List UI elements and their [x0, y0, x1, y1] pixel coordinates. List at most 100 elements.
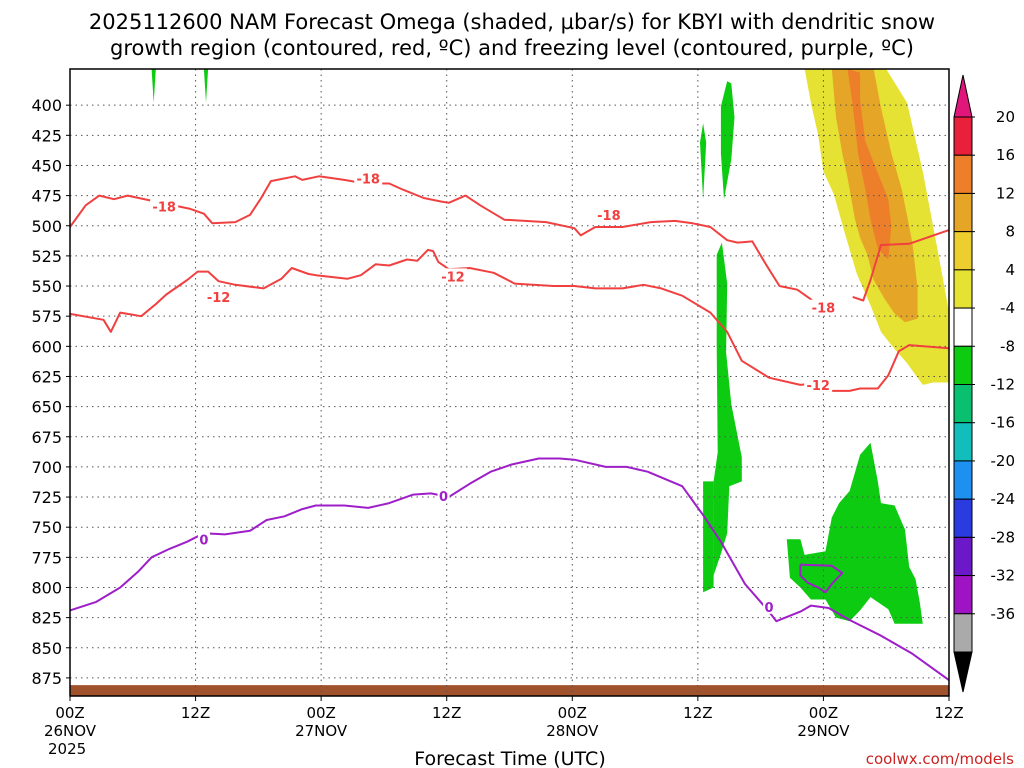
colorbar-bin-6	[953, 345, 973, 385]
colorbar-label: -12	[991, 376, 1016, 394]
grid-layer	[70, 69, 949, 696]
colorbar-label: -20	[991, 452, 1016, 470]
colorbar: 20 16 12 8 4 -4 -8 -12 -16 -20 -24 -28 -32 -36	[953, 74, 1016, 693]
colorbar-bin-1	[953, 154, 973, 194]
chart-title-line-1: 2025112600 NAM Forecast Omega (shaded, µ…	[89, 10, 935, 34]
y-tick-label: 875	[31, 669, 62, 688]
contour-label-bg	[204, 288, 233, 304]
y-tick-label: 500	[31, 217, 62, 236]
x-tick-label: 00Z	[55, 704, 84, 722]
omega-region-5	[703, 481, 714, 593]
omega-region-9	[847, 69, 892, 260]
contour-label-bg	[437, 487, 450, 503]
y-tick-label: 575	[31, 307, 62, 326]
colorbar-bin-0	[953, 116, 973, 156]
colorbar-label: 12	[996, 184, 1015, 202]
contour-label-bg	[197, 531, 210, 547]
colorbar-bin-13	[953, 613, 973, 653]
credit-link[interactable]: coolwx.com/models	[866, 750, 1014, 768]
colorbar-bin-5	[953, 307, 973, 347]
colorbar-label: 8	[1005, 223, 1015, 241]
x-tick-label: 28NOV	[546, 722, 599, 740]
y-tick-label: 775	[31, 548, 62, 567]
contour-label: -18	[812, 302, 836, 317]
contour-label: -12	[207, 291, 231, 306]
omega-region-0	[151, 69, 156, 103]
colorbar-bin-11	[953, 536, 973, 577]
x-tick-label: 12Z	[432, 704, 461, 722]
colorbar-bin-8	[953, 422, 973, 462]
colorbar-label: 20	[996, 108, 1015, 126]
y-tick-label: 675	[31, 428, 62, 447]
contour-line-0	[70, 175, 819, 308]
x-tick-label: 00Z	[809, 704, 838, 722]
colorbar-label: -36	[991, 605, 1016, 623]
colorbar-bin-2	[953, 192, 973, 233]
y-tick-label: 425	[31, 126, 62, 145]
colorbar-bin-3	[953, 231, 973, 271]
contour-line-1	[852, 229, 949, 302]
omega-region-3	[720, 81, 735, 200]
y-tick-label: 650	[31, 398, 62, 417]
colorbar-label: -8	[1000, 337, 1015, 355]
omega-region-6	[786, 442, 923, 624]
contour-label-bg	[804, 376, 833, 392]
y-tick-label: 600	[31, 337, 62, 356]
omega-region-1	[203, 69, 209, 103]
contour-label-bg	[438, 268, 467, 284]
contour-label: -12	[441, 270, 465, 285]
colorbar-label: -28	[991, 528, 1016, 546]
y-tick-label: 725	[31, 488, 62, 507]
y-tick-label: 700	[31, 458, 62, 477]
y-axis-ticks: 400 425 450 475 500 525 550 575 600 625 650 675 700 7…	[31, 96, 70, 688]
colorbar-bin-10	[953, 498, 973, 538]
x-tick-label: 29NOV	[797, 722, 850, 740]
contour-label-layer: -18 -18 -18 -18 -12 -12 -12 0 0 0	[150, 170, 838, 616]
contour-label: 0	[764, 601, 773, 616]
omega-region-2	[700, 123, 707, 200]
plot-frame	[69, 68, 950, 697]
y-tick-label: 850	[31, 639, 62, 658]
x-tick-label: 12Z	[181, 704, 210, 722]
contour-line-4	[799, 563, 844, 594]
colorbar-bin-4	[953, 269, 973, 309]
contour-label: -12	[806, 379, 830, 394]
x-tick-label: 27NOV	[295, 722, 348, 740]
y-tick-label: 525	[31, 247, 62, 266]
colorbar-bin-12	[953, 575, 973, 615]
x-tick-label: 12Z	[934, 704, 963, 722]
contour-label: -18	[356, 173, 380, 188]
contour-label: -18	[152, 200, 176, 215]
y-tick-label: 475	[31, 187, 62, 206]
x-tick-label: 00Z	[306, 704, 335, 722]
colorbar-label: 4	[1005, 261, 1015, 279]
contour-label: -18	[597, 209, 621, 224]
contour-label: 0	[439, 490, 448, 505]
contour-label: 0	[199, 533, 208, 548]
y-tick-label: 825	[31, 609, 62, 628]
y-tick-label: 400	[31, 96, 62, 115]
chart-title-line-2: growth region (contoured, red, ºC) and f…	[110, 36, 914, 60]
contour-label-bg	[763, 598, 776, 614]
y-tick-label: 750	[31, 518, 62, 537]
colorbar-label: -16	[991, 414, 1016, 432]
colorbar-bin-9	[953, 460, 973, 500]
colorbar-top-arrow	[953, 74, 973, 118]
contour-label-bg	[809, 299, 838, 315]
y-tick-label: 550	[31, 277, 62, 296]
terrain-band	[70, 685, 949, 696]
plot-area	[70, 69, 949, 696]
colorbar-label: 16	[996, 146, 1015, 164]
x-tick-label: 00Z	[558, 704, 587, 722]
colorbar-bottom-arrow	[953, 651, 973, 693]
colorbar-label: -32	[991, 567, 1016, 585]
colorbar-label: -24	[991, 490, 1016, 508]
terrain-layer	[70, 685, 949, 696]
contour-label-bg	[150, 198, 179, 214]
contour-label-bg	[354, 170, 383, 186]
omega-shading-layer	[151, 69, 949, 624]
y-tick-label: 450	[31, 156, 62, 175]
x-tick-label: 26NOV	[44, 722, 97, 740]
